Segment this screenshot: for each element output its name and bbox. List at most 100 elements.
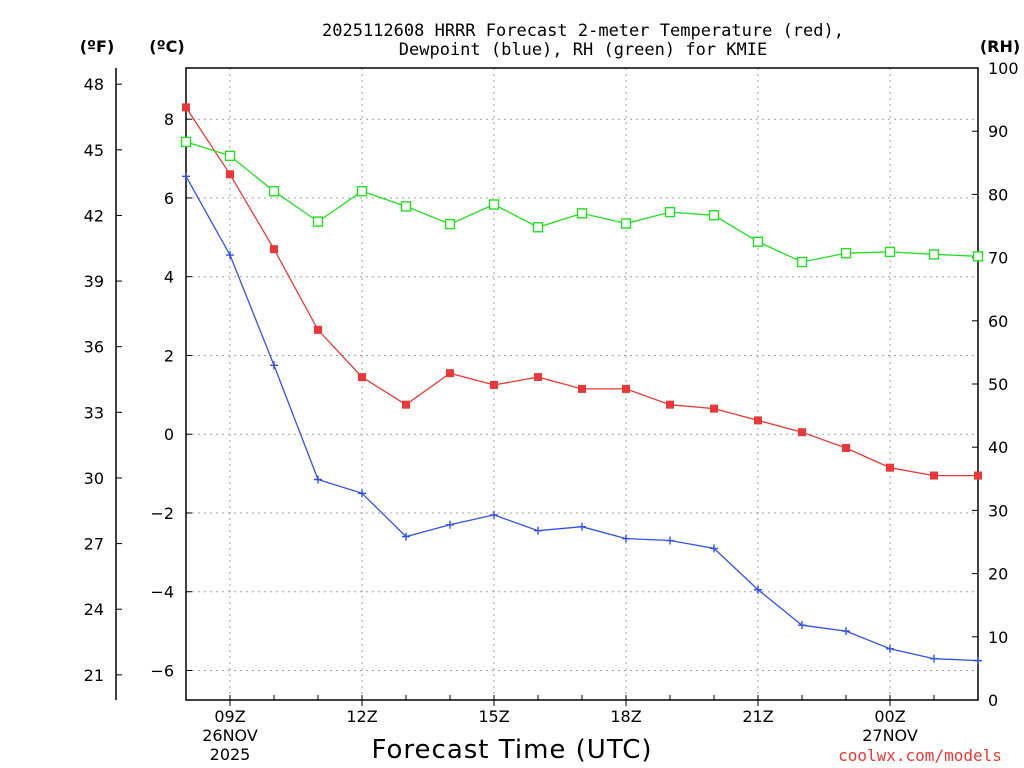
celsius-tick-label: 2 (164, 346, 174, 365)
dewpoint-point (226, 251, 234, 260)
rh-point (224, 150, 236, 162)
rh-point (620, 218, 632, 229)
rh-point (796, 256, 808, 268)
rh-point (180, 136, 192, 148)
x-tick-label: 00Z (874, 707, 905, 726)
temperature-point (754, 416, 762, 425)
dewpoint-point (622, 534, 630, 543)
rh-point (576, 208, 588, 219)
dewpoint-point (314, 475, 322, 484)
data-series (180, 103, 984, 665)
x-tick-date: 26NOV (202, 726, 258, 745)
rh-tick-label: 80 (988, 185, 1008, 204)
rh-point (400, 201, 412, 212)
dewpoint-point (446, 520, 454, 529)
celsius-tick-label: 6 (164, 189, 174, 208)
rh-tick-label: 50 (988, 375, 1008, 394)
axis-ticks: 4845423936333027242186420−2−4−6100908070… (84, 59, 1019, 764)
celsius-tick-label: −6 (150, 661, 174, 680)
temperature-point (402, 400, 410, 409)
temperature-point (270, 245, 278, 254)
temperature-point (578, 384, 586, 393)
dewpoint-point (270, 361, 278, 370)
fahrenheit-tick-label: 36 (84, 338, 104, 357)
celsius-tick-label: 8 (164, 110, 174, 129)
temperature-point (930, 471, 938, 480)
rh-point (840, 247, 852, 259)
celsius-tick-label: 4 (164, 268, 174, 287)
fahrenheit-tick-label: 21 (84, 666, 104, 685)
rh-tick-label: 100 (988, 59, 1019, 78)
dewpoint-point (182, 172, 190, 181)
rh-point (312, 216, 324, 227)
celsius-tick-label: −2 (150, 504, 174, 523)
celsius-tick-label: −4 (150, 583, 174, 602)
celsius-tick-label: 0 (164, 425, 174, 444)
x-tick-label: 12Z (346, 707, 377, 726)
dewpoint-point (534, 526, 542, 535)
rh-point (488, 199, 500, 210)
x-tick-label: 15Z (478, 707, 509, 726)
unit-label-celsius: (ºC) (149, 37, 184, 56)
dewpoint-point (578, 522, 586, 531)
rh-tick-label: 0 (988, 691, 998, 710)
temperature-point (622, 384, 630, 393)
chart-title-line1: 2025112608 HRRR Forecast 2-meter Tempera… (322, 21, 844, 41)
dewpoint-point (402, 532, 410, 541)
rh-point (972, 251, 984, 262)
dewpoint-point (886, 644, 894, 653)
temperature-point (446, 369, 454, 378)
rh-point (664, 206, 676, 218)
temperature-point (534, 373, 542, 382)
rh-point (532, 222, 544, 233)
x-axis-label: Forecast Time (UTC) (371, 735, 652, 765)
fahrenheit-tick-label: 27 (84, 535, 104, 554)
x-tick-label: 18Z (610, 707, 641, 726)
temperature-point (974, 471, 982, 480)
rh-point (884, 246, 896, 258)
plot-frame (185, 67, 979, 701)
rh-tick-label: 90 (988, 122, 1008, 141)
rh-tick-label: 10 (988, 628, 1008, 647)
rh-tick-label: 70 (988, 249, 1008, 268)
temperature-point (710, 404, 718, 413)
temperature-series-line (185, 107, 978, 477)
dewpoint-series-line (185, 175, 979, 662)
x-tick-year: 2025 (210, 745, 251, 764)
dewpoint-point (490, 510, 498, 519)
fahrenheit-tick-label: 33 (84, 403, 104, 422)
rh-point (444, 218, 456, 230)
rh-point (268, 186, 280, 197)
x-tick-label: 09Z (214, 707, 245, 726)
rh-tick-label: 60 (988, 312, 1008, 331)
rh-point (752, 236, 764, 248)
rh-series-line (185, 141, 979, 263)
dewpoint-point (798, 621, 806, 630)
dewpoint-point (974, 656, 982, 665)
unit-label-rh: (RH) (980, 37, 1020, 56)
dewpoint-point (666, 536, 674, 545)
x-tick-label: 21Z (742, 707, 773, 726)
dewpoint-point (358, 489, 366, 498)
rh-point (928, 249, 940, 260)
temperature-point (666, 400, 674, 409)
temperature-point (314, 325, 322, 334)
rh-point (708, 210, 720, 221)
unit-label-fahrenheit: (ºF) (80, 37, 115, 56)
temperature-point (490, 380, 498, 389)
rh-tick-label: 20 (988, 565, 1008, 584)
rh-point (356, 186, 368, 197)
chart-title-line2: Dewpoint (blue), RH (green) for KMIE (399, 40, 767, 60)
dewpoint-point (930, 654, 938, 663)
dewpoint-point (754, 585, 762, 594)
temperature-point (358, 373, 366, 382)
temperature-point (182, 103, 190, 112)
fahrenheit-tick-label: 39 (84, 272, 104, 291)
x-tick-date: 27NOV (862, 726, 918, 745)
fahrenheit-tick-label: 48 (84, 75, 104, 94)
temperature-point (842, 443, 850, 452)
temperature-point (886, 463, 894, 472)
dewpoint-point (710, 544, 718, 553)
fahrenheit-tick-label: 42 (84, 206, 104, 225)
rh-tick-label: 40 (988, 438, 1008, 457)
